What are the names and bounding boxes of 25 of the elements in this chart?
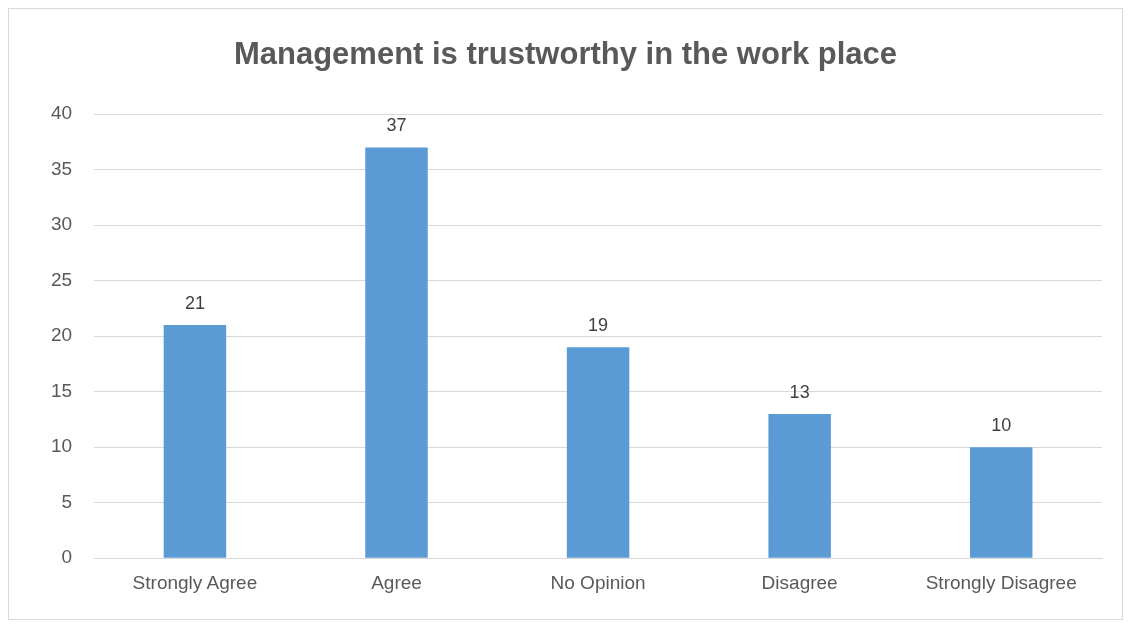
x-tick-label: No Opinion — [550, 571, 646, 593]
y-tick-label: 15 — [50, 379, 73, 401]
y-tick-label: 0 — [61, 546, 73, 568]
data-label: 37 — [386, 115, 407, 136]
y-tick-label: 5 — [61, 490, 73, 512]
x-tick-label: Agree — [371, 571, 422, 593]
bar — [969, 447, 1033, 558]
chart-title: Management is trustworthy in the work place — [233, 36, 898, 72]
bar — [566, 347, 630, 558]
bar — [768, 413, 831, 558]
data-label: 21 — [184, 293, 205, 314]
y-tick-label: 20 — [50, 324, 73, 346]
y-tick-label: 40 — [50, 102, 73, 124]
x-tick-label: Disagree — [761, 571, 838, 593]
data-label: 19 — [588, 315, 609, 336]
data-label: 13 — [789, 381, 810, 402]
y-tick-label: 35 — [50, 157, 73, 179]
y-tick-label: 30 — [50, 213, 73, 235]
bar — [365, 147, 428, 558]
y-tick-label: 10 — [50, 435, 73, 457]
x-tick-label: Strongly Disagree — [925, 571, 1077, 593]
x-tick-label: Strongly Agree — [132, 571, 258, 593]
data-label: 10 — [991, 415, 1012, 436]
y-tick-label: 25 — [50, 268, 73, 290]
bar — [163, 325, 227, 558]
